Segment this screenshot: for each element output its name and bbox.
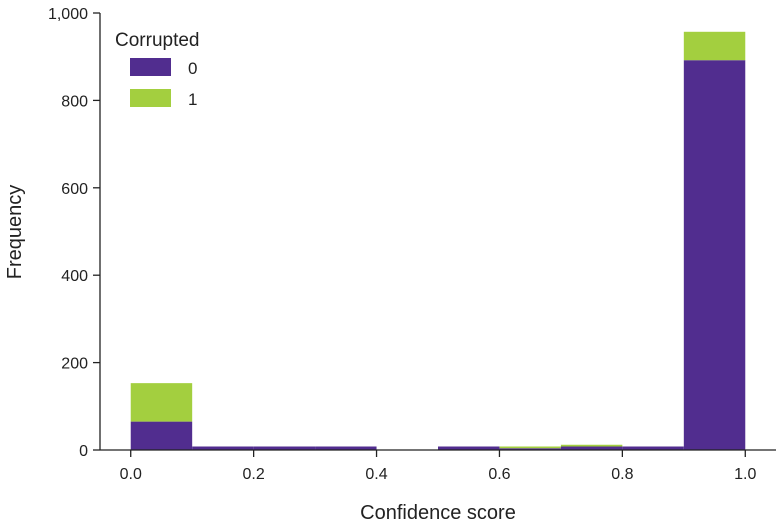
bar-series-1-bin-9 xyxy=(683,31,746,61)
y-tick-label: 1,000 xyxy=(48,6,88,23)
x-tick-label: 0.8 xyxy=(611,466,633,483)
bar-series-0-bin-0 xyxy=(130,421,193,450)
legend-swatch-1 xyxy=(130,89,171,107)
x-tick-label: 0.0 xyxy=(120,466,142,483)
y-tick-label: 200 xyxy=(61,356,88,373)
bar-series-0-bin-9 xyxy=(683,60,746,450)
bar-series-0-bin-3 xyxy=(315,446,377,450)
bar-series-1-bin-6 xyxy=(499,446,561,449)
bar-series-1-bin-7 xyxy=(560,444,623,447)
legend-label-0: 0 xyxy=(188,59,197,78)
bar-series-0-bin-6 xyxy=(499,448,561,450)
y-axis-ticks: 0 200 400 600 800 1,000 xyxy=(48,6,100,460)
y-tick-label: 600 xyxy=(61,181,88,198)
legend: Corrupted 0 1 xyxy=(115,30,200,109)
x-tick-label: 0.2 xyxy=(243,466,265,483)
bar-series-0-bin-7 xyxy=(560,446,623,450)
x-tick-label: 0.4 xyxy=(365,466,387,483)
bar-series-0-bin-1 xyxy=(192,446,254,450)
bar-series-0-bin-8 xyxy=(622,446,684,450)
y-tick-label: 0 xyxy=(79,443,88,460)
x-axis-title: Confidence score xyxy=(360,502,516,524)
x-tick-label: 1.0 xyxy=(734,466,756,483)
y-tick-label: 400 xyxy=(61,268,88,285)
legend-swatch-0 xyxy=(130,58,171,76)
y-tick-label: 800 xyxy=(61,93,88,110)
x-axis-ticks: 0.0 0.2 0.4 0.6 0.8 1.0 xyxy=(120,450,756,483)
legend-label-1: 1 xyxy=(188,90,197,109)
y-axis-title: Frequency xyxy=(4,185,26,280)
bar-series-1-bin-0 xyxy=(130,383,193,422)
bar-series-0-bin-2 xyxy=(253,446,316,450)
bar-series-0-bin-5 xyxy=(438,446,500,450)
bars-layer xyxy=(130,31,746,450)
x-tick-label: 0.6 xyxy=(488,466,510,483)
legend-title: Corrupted xyxy=(115,30,200,51)
